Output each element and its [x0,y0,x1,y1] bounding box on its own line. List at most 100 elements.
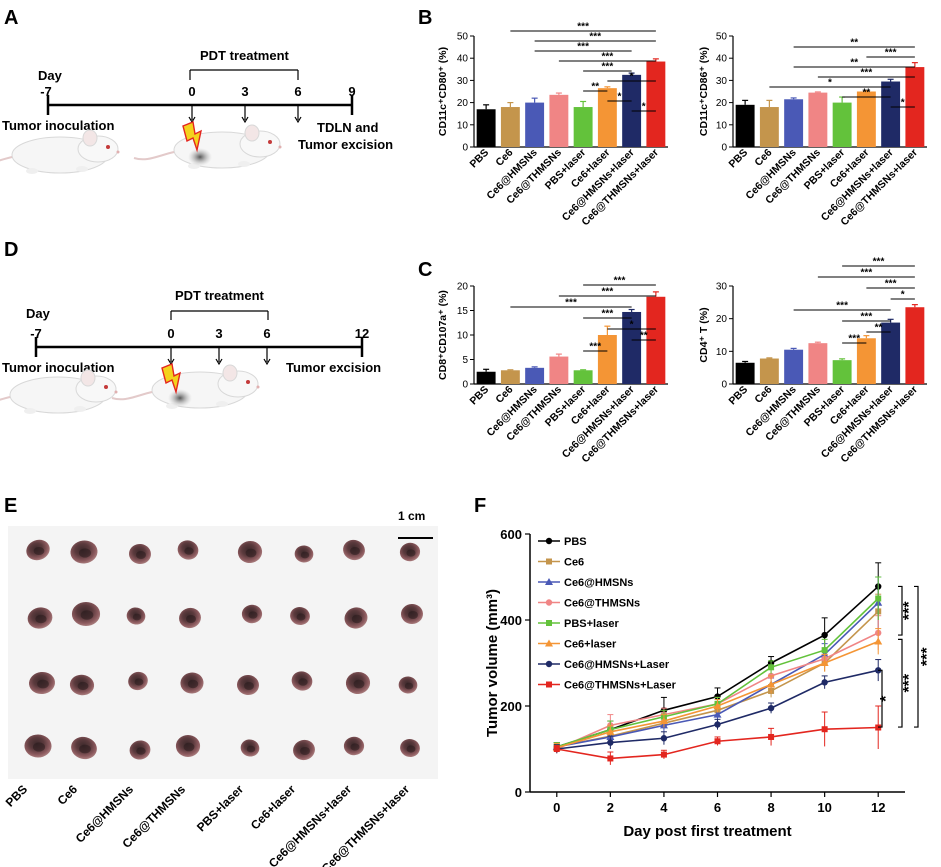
bar [881,81,901,147]
tumor-core [296,613,306,621]
significance-label: ** [591,82,599,93]
y-tick-label: 50 [716,32,728,43]
bar [856,91,876,147]
x-tick-label: PBS [467,384,491,408]
timeline-a-tick-3: 6 [294,84,301,99]
timeline-a-tick-1: 0 [188,84,195,99]
significance-label: * [901,98,905,109]
significance-label: ** [850,38,858,49]
data-point [607,739,614,746]
significance-label: *** [901,601,918,620]
y-tick-label: 0 [462,380,468,391]
photo-group-label: Ce6+laser [248,782,298,832]
bar [832,102,852,147]
data-point [821,679,828,686]
timeline-a-left-caption: Tumor inoculation [2,118,114,133]
bar [759,107,779,147]
panel-label-c: C [418,259,432,281]
tumor-core [406,549,416,557]
legend-label: Ce6@THMSNs [564,598,640,610]
legend-label: PBS [564,536,587,548]
photo-group-label: Ce6 [55,782,81,808]
tumor-core [184,547,194,555]
y-tick-label: 15 [457,306,469,317]
timeline-a-treatment-label: PDT treatment [200,48,290,63]
y-tick-label: 30 [457,76,469,87]
data-point [714,721,721,728]
y-tick-label: 400 [500,613,522,628]
significance-label: *** [614,276,626,287]
y-axis-label: CD11c⁺CD80⁺ (%) [437,47,449,136]
data-point [660,735,668,742]
x-axis-label: Day post first treatment [623,823,791,840]
timeline-d-treatment-label: PDT treatment [175,288,265,303]
x-tick-label: 2 [607,800,614,815]
legend-marker [546,620,552,626]
data-point [768,664,775,671]
tumor-core [404,682,414,690]
bar [500,107,520,147]
legend-marker [546,558,552,565]
tumor-core [33,547,45,555]
significance-label: * [630,72,634,83]
significance-bracket [898,585,903,636]
x-tick-label: PBS [467,147,491,171]
timeline-a-right-caption-1: TDLN and [317,120,378,135]
mouse-illustration [0,369,119,415]
bar [525,102,545,147]
significance-label: *** [848,334,860,345]
panel-label-e: E [4,495,17,517]
legend-label: Ce6@HMSNs+Laser [564,659,670,671]
y-tick-label: 10 [716,120,728,131]
x-tick-label: PBS [726,384,750,408]
legend-label: Ce6@THMSNs+Laser [564,680,677,692]
bar [597,335,617,384]
bar [500,370,520,384]
bar [784,99,804,147]
significance-label: *** [861,312,873,323]
legend-label: PBS+laser [564,618,619,630]
timeline-a-right-caption-2: Tumor excision [298,137,393,152]
y-tick-label: 40 [457,54,469,65]
tumor-core [406,745,416,753]
y-tick-label: 30 [716,282,728,293]
y-tick-label: 0 [462,143,468,154]
data-point [875,595,882,602]
photo-group-label: PBS [3,782,30,809]
y-tick-label: 0 [721,143,727,154]
data-point [768,733,775,740]
data-point [606,727,615,735]
legend-marker [546,681,552,688]
timeline-d-tick-3: 6 [263,326,270,341]
significance-label: * [618,92,622,103]
significance-label: ** [640,331,648,342]
bar [573,107,593,147]
timeline-a-tick-0: -7 [40,84,52,99]
significance-label: *** [602,52,614,63]
data-point [821,647,828,654]
y-tick-label: 20 [716,98,728,109]
significance-label: * [878,695,895,702]
tumor-core [78,548,92,558]
timeline-d-right-caption: Tumor excision [286,360,381,375]
x-tick-label: PBS [726,147,750,171]
tumor-core [183,742,195,752]
y-tick-label: 20 [716,314,728,325]
tumor-core [351,614,363,624]
y-axis-label: Tumor volume (mm³) [484,589,501,737]
data-point [713,702,722,709]
timeline-a-tick-2: 3 [241,84,248,99]
legend-label: Ce6 [564,557,584,569]
significance-bracket [878,669,883,728]
significance-label: *** [885,279,897,290]
x-tick-label: 0 [553,800,560,815]
bar [881,322,901,384]
y-tick-label: 5 [462,355,468,366]
significance-bracket [914,585,919,728]
tumor-core [132,613,142,621]
